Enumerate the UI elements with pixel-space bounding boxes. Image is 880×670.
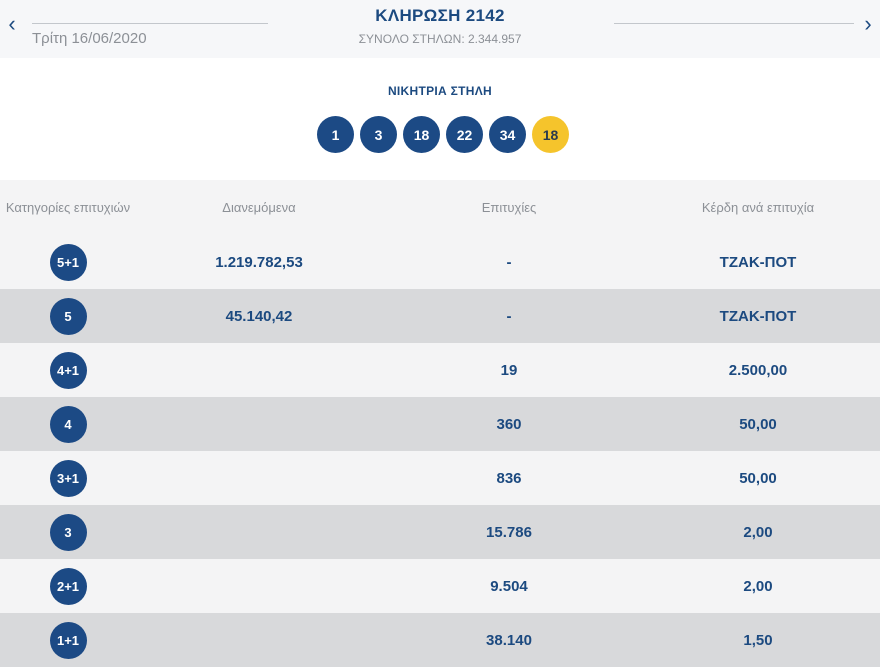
prize-cell: ΤΖΑΚ-ΠΟΤ (719, 307, 797, 325)
prize-cell: 2,00 (743, 577, 773, 595)
winners-cell: 9.504 (490, 577, 528, 595)
winners-cell: 360 (496, 415, 522, 433)
prize-cell: 50,00 (739, 415, 777, 433)
category-badge: 4 (49, 405, 87, 443)
draw-header: ‹ Τρίτη 16/06/2020 ΚΛΗΡΩΣΗ 2142 ΣΥΝΟΛΟ Σ… (0, 0, 880, 58)
table-row: 4 360 50,00 (0, 397, 880, 451)
header-winners: Επιτυχίες (481, 200, 537, 215)
winners-cell: 836 (496, 469, 522, 487)
prize-cell: 2.500,00 (728, 361, 788, 379)
divider (614, 23, 854, 24)
table-header: Κατηγορίες επιτυχιών Διανεμόμενα Επιτυχί… (0, 180, 880, 235)
header-prize: Κέρδη ανά επιτυχία (701, 200, 815, 215)
category-badge: 5+1 (49, 243, 87, 281)
category-badge: 4+1 (49, 351, 87, 389)
draw-date: Τρίτη 16/06/2020 (32, 30, 147, 47)
winning-numbers: 1 3 18 22 34 18 (0, 116, 880, 153)
category-badge: 1+1 (49, 621, 87, 659)
prize-cell: 50,00 (739, 469, 777, 487)
winners-cell: 15.786 (486, 523, 532, 541)
divider (32, 23, 268, 24)
number-ball: 1 (317, 116, 354, 153)
prize-cell: 1,50 (743, 631, 773, 649)
number-ball: 18 (403, 116, 440, 153)
table-row: 1+1 38.140 1,50 (0, 613, 880, 667)
winners-cell: - (506, 253, 512, 271)
winners-cell: 19 (500, 361, 518, 379)
prize-cell: 2,00 (743, 523, 773, 541)
prize-cell: ΤΖΑΚ-ΠΟΤ (719, 253, 797, 271)
header-distributed: Διανεμόμενα (222, 200, 296, 215)
table-row: 2+1 9.504 2,00 (0, 559, 880, 613)
distributed-cell: 45.140,42 (225, 307, 293, 325)
number-ball: 3 (360, 116, 397, 153)
winning-column-title: ΝΙΚΗΤΡΙΑ ΣΤΗΛΗ (387, 84, 493, 98)
table-row: 5 45.140,42 - ΤΖΑΚ-ΠΟΤ (0, 289, 880, 343)
chevron-right-icon[interactable]: › (864, 11, 872, 36)
winners-cell: - (506, 307, 512, 325)
table-row: 3+1 836 50,00 (0, 451, 880, 505)
category-badge: 5 (49, 297, 87, 335)
columns-total: ΣΥΝΟΛΟ ΣΤΗΛΩΝ: 2.344.957 (358, 32, 522, 46)
table-row: 5+1 1.219.782,53 - ΤΖΑΚ-ΠΟΤ (0, 235, 880, 289)
header-categories: Κατηγορίες επιτυχιών (5, 200, 131, 215)
prize-table: Κατηγορίες επιτυχιών Διανεμόμενα Επιτυχί… (0, 180, 880, 667)
chevron-left-icon[interactable]: ‹ (8, 11, 16, 36)
number-ball: 34 (489, 116, 526, 153)
number-ball: 22 (446, 116, 483, 153)
category-badge: 2+1 (49, 567, 87, 605)
table-row: 3 15.786 2,00 (0, 505, 880, 559)
draw-title: ΚΛΗΡΩΣΗ 2142 (375, 6, 505, 25)
category-badge: 3+1 (49, 459, 87, 497)
winners-cell: 38.140 (486, 631, 532, 649)
joker-ball: 18 (532, 116, 569, 153)
distributed-cell: 1.219.782,53 (215, 253, 303, 271)
table-row: 4+1 19 2.500,00 (0, 343, 880, 397)
category-badge: 3 (49, 513, 87, 551)
